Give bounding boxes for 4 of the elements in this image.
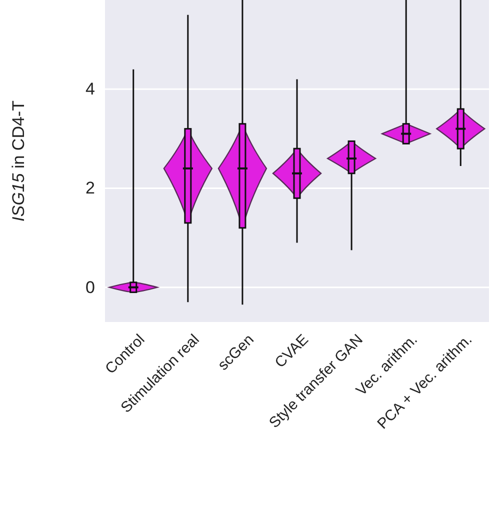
y-tick-label: 2 (86, 178, 95, 198)
y-tick-label: 4 (86, 80, 95, 99)
y-tick-label: 0 (86, 278, 95, 297)
y-axis-title: ISG15 in CD4-T (9, 100, 28, 222)
